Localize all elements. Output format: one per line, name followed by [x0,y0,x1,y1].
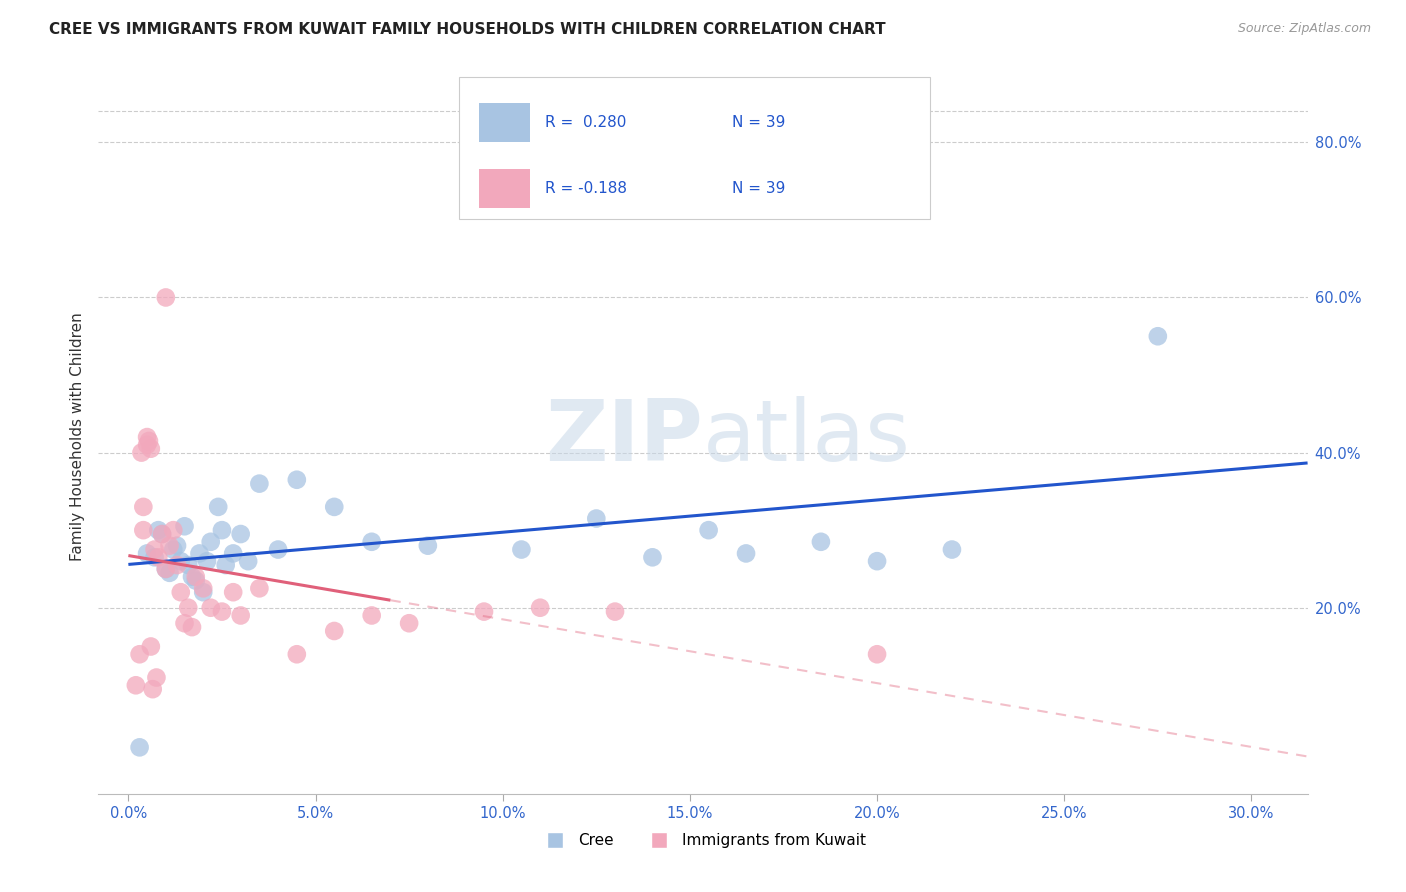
Point [181,570,204,584]
Point [222,585,245,599]
Point [138,434,160,448]
Point [510,542,533,557]
Point [181,620,204,634]
Point [215,558,238,572]
Point [155,562,177,576]
Point [155,562,177,576]
Text: CREE VS IMMIGRANTS FROM KUWAIT FAMILY HOUSEHOLDS WITH CHILDREN CORRELATION CHART: CREE VS IMMIGRANTS FROM KUWAIT FAMILY HO… [49,22,886,37]
Point [193,582,215,596]
Point [238,554,260,568]
Text: N = 39: N = 39 [733,115,786,130]
Point [136,546,159,560]
Point [148,550,170,565]
Text: atlas: atlas [703,395,911,479]
FancyBboxPatch shape [458,77,931,219]
Point [184,574,207,588]
Point [697,523,720,537]
Point [285,647,308,661]
Point [148,523,170,537]
Point [132,500,155,514]
Text: R =  0.280: R = 0.280 [544,115,626,130]
Point [131,445,153,459]
Point [125,678,148,692]
Point [193,585,215,599]
Point [285,473,308,487]
Point [360,608,382,623]
Point [188,546,211,560]
Point [142,682,165,697]
Legend: Cree, Immigrants from Kuwait: Cree, Immigrants from Kuwait [534,827,872,854]
Text: N = 39: N = 39 [733,181,786,196]
Point [136,430,159,444]
Point [603,605,626,619]
Point [247,582,270,596]
Text: R = -0.188: R = -0.188 [544,181,627,196]
Point [211,523,233,537]
Point [195,554,218,568]
Point [173,519,195,533]
Point [143,550,166,565]
Point [128,740,150,755]
Point [229,608,252,623]
Point [162,523,184,537]
Point [170,554,193,568]
Point [143,542,166,557]
Point [170,585,193,599]
Point [166,539,188,553]
Point [162,542,184,557]
Point [177,558,200,572]
Point [1146,329,1168,343]
Point [139,640,162,654]
Point [398,616,420,631]
Text: ZIP: ZIP [546,395,703,479]
Point [155,290,177,304]
Point [585,511,607,525]
Point [128,647,150,661]
Point [229,527,252,541]
Point [159,566,181,580]
Point [866,554,889,568]
Point [184,570,207,584]
Point [810,534,832,549]
Point [150,527,173,541]
Text: Source: ZipAtlas.com: Source: ZipAtlas.com [1237,22,1371,36]
Point [360,534,382,549]
Point [132,523,155,537]
Point [150,527,173,541]
Y-axis label: Family Households with Children: Family Households with Children [69,313,84,561]
Point [866,647,889,661]
Point [145,671,167,685]
Point [267,542,290,557]
Point [166,558,188,572]
Point [323,624,346,638]
Point [211,605,233,619]
Point [207,500,229,514]
Point [139,442,162,456]
Point [200,600,222,615]
Point [159,539,181,553]
Point [173,616,195,631]
Point [200,534,222,549]
Point [735,546,758,560]
Point [416,539,439,553]
Bar [479,103,530,143]
Point [222,546,245,560]
Bar [479,169,530,208]
Point [323,500,346,514]
Point [136,438,159,452]
Point [247,476,270,491]
Point [641,550,664,565]
Point [941,542,963,557]
Point [472,605,495,619]
Point [529,600,551,615]
Point [177,600,200,615]
